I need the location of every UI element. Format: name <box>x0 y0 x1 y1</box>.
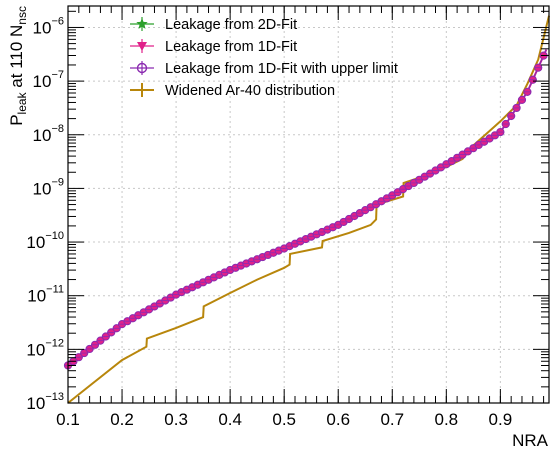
legend-circle-icon <box>136 62 148 74</box>
y-axis-title: Pleak at 110 Nnsc <box>7 6 29 126</box>
legend-item: Leakage from 1D-Fit with upper limit <box>130 61 398 77</box>
ticks <box>67 6 549 404</box>
legend-label: Leakage from 1D-Fit with upper limit <box>165 61 398 77</box>
x-tick-label: 0.2 <box>110 410 134 429</box>
x-axis-title: NRA <box>512 431 549 449</box>
legend: Leakage from 2D-Fit Leakage from 1D-Fit Le… <box>130 17 398 99</box>
y-tick-label: 10−12 <box>26 337 64 359</box>
y-tick-label: 10−8 <box>33 123 64 145</box>
x-tick-label: 0.9 <box>489 410 513 429</box>
x-tick-label: 0.7 <box>380 410 404 429</box>
y-axis-title-sub2: nsc <box>15 6 29 25</box>
legend-label: Widened Ar-40 distribution <box>165 83 335 99</box>
legend-label: Leakage from 2D-Fit <box>165 17 297 33</box>
x-tick-label: 0.3 <box>164 410 188 429</box>
legend-triangle-icon <box>137 42 147 51</box>
legend-star-icon <box>136 18 148 29</box>
y-axis-title-mid: at 110 N <box>7 25 26 93</box>
legend-item: Leakage from 1D-Fit <box>130 39 297 55</box>
y-tick-label: 10−11 <box>27 284 64 306</box>
y-tick-label: 10−7 <box>33 69 64 91</box>
x-tick-label: 0.5 <box>272 410 296 429</box>
legend-item: Widened Ar-40 distribution <box>130 83 335 99</box>
y-tick-label: 10−9 <box>33 176 64 198</box>
y-tick-label: 10−10 <box>26 230 64 252</box>
x-tick-label: 0.1 <box>56 410 80 429</box>
x-tick-label: 0.4 <box>218 410 242 429</box>
x-tick-label: 0.6 <box>326 410 350 429</box>
x-tick-label: 0.8 <box>434 410 458 429</box>
tick-labels: 0.1 0.2 0.3 0.4 0.5 0.6 0.7 0.8 0.9 10−13 10−12 10−… <box>26 15 512 429</box>
y-axis-title-sub1: leak <box>15 91 29 114</box>
legend-item: Leakage from 2D-Fit <box>130 17 297 33</box>
legend-label: Leakage from 1D-Fit <box>165 39 297 55</box>
markers <box>63 51 548 370</box>
y-tick-label: 10−13 <box>26 391 64 413</box>
y-tick-label: 10−6 <box>33 15 64 37</box>
y-axis-title-main: P <box>7 114 26 125</box>
grid <box>68 6 549 403</box>
